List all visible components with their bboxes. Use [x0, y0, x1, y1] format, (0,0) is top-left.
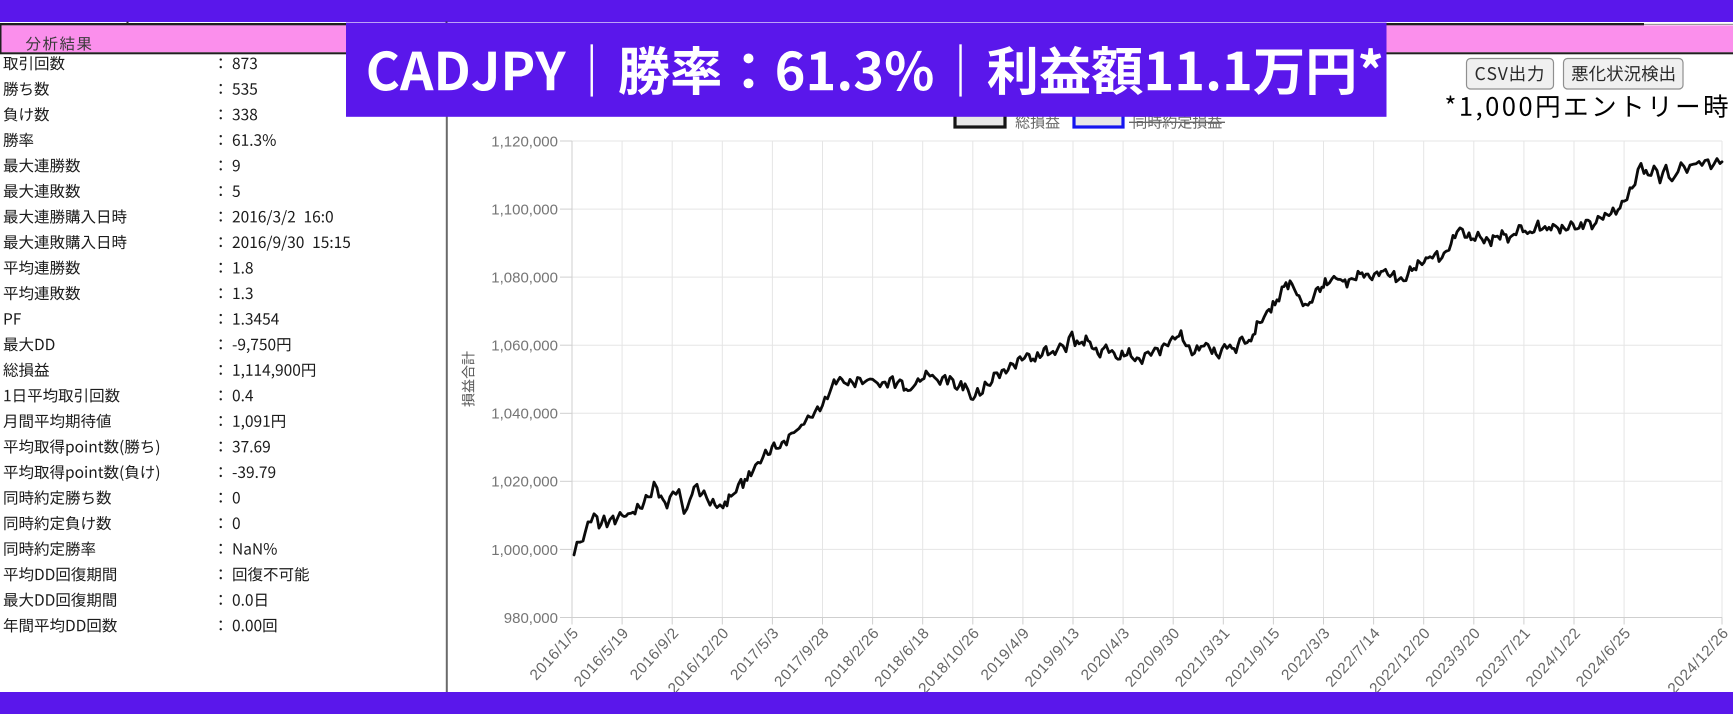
svg-text:1,120,000: 1,120,000 [491, 133, 558, 150]
svg-text:1,100,000: 1,100,000 [491, 202, 558, 219]
svg-text:1,040,000: 1,040,000 [491, 406, 558, 423]
svg-text:1,000,000: 1,000,000 [491, 542, 558, 559]
svg-text:1,060,000: 1,060,000 [491, 338, 558, 355]
svg-text:2024/12/26: 2024/12/26 [1665, 625, 1733, 698]
svg-text:1,080,000: 1,080,000 [491, 270, 558, 287]
svg-text:1,020,000: 1,020,000 [491, 474, 558, 491]
svg-text:980,000: 980,000 [504, 610, 558, 627]
